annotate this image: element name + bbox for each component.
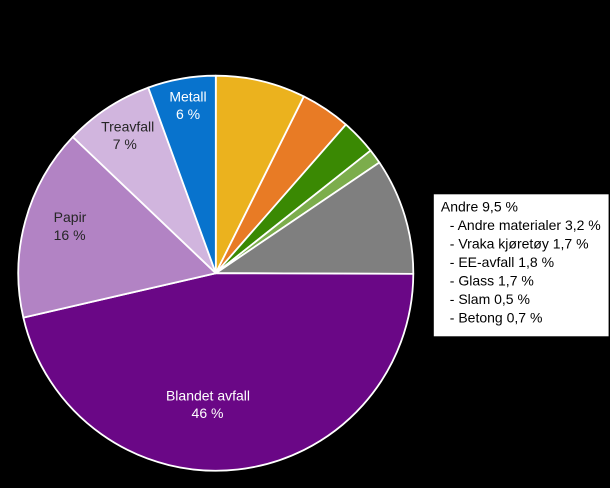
svg-text:Blandet avfall: Blandet avfall (166, 388, 250, 404)
svg-text:6 %: 6 % (176, 106, 200, 122)
svg-text:Treavfall: Treavfall (101, 118, 154, 134)
svg-text:Metall: Metall (169, 89, 206, 105)
svg-text:- Betong 0,7 %: - Betong 0,7 % (450, 310, 543, 326)
svg-text:46 %: 46 % (192, 405, 224, 421)
svg-text:- EE-avfall 1,8 %: - EE-avfall 1,8 % (450, 254, 554, 270)
svg-text:- Andre materialer 3,2 %: - Andre materialer 3,2 % (450, 217, 601, 233)
svg-text:Papir: Papir (54, 209, 87, 225)
svg-text:Andre 9,5 %: Andre 9,5 % (441, 199, 518, 215)
svg-text:- Slam 0,5 %: - Slam 0,5 % (450, 291, 530, 307)
svg-text:16 %: 16 % (54, 227, 86, 243)
svg-text:- Vraka kjøretøy 1,7 %: - Vraka kjøretøy 1,7 % (450, 236, 589, 252)
svg-text:- Glass 1,7 %: - Glass 1,7 % (450, 273, 534, 289)
svg-text:7 %: 7 % (113, 136, 137, 152)
